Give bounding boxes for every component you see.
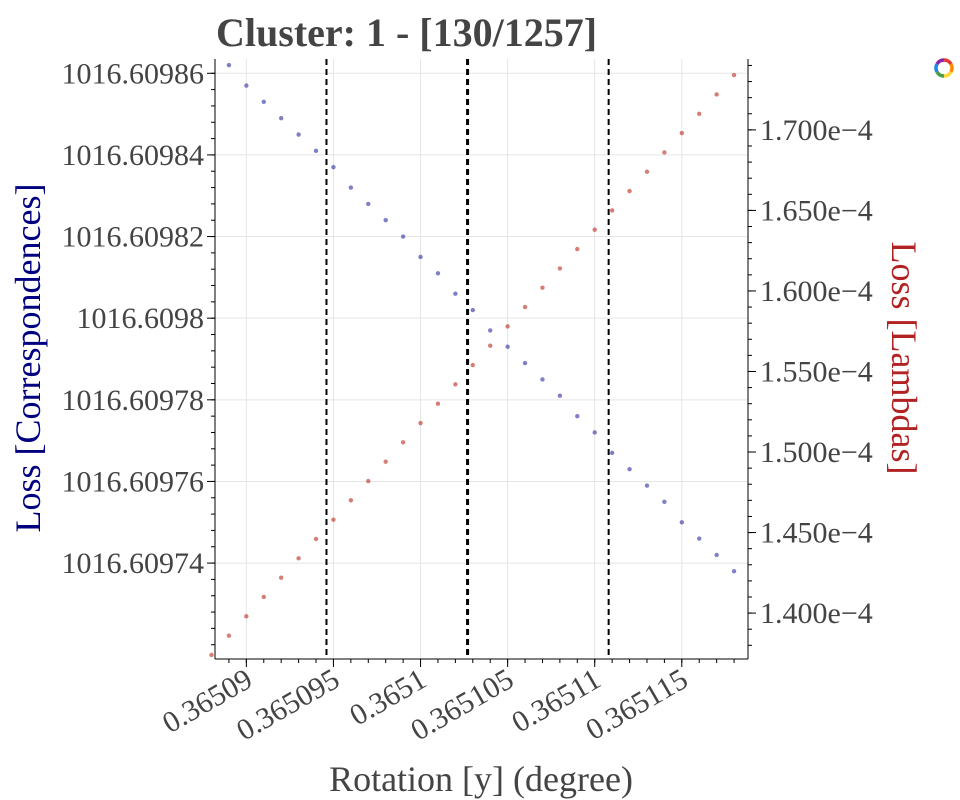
x-tick-label-5: 0.365115 [580, 662, 693, 746]
y-right-axis-ticks: 1.400e−4 1.450e−4 1.500e−4 1.550e−4 1.600e−4… [748, 64, 873, 646]
point-lambdas-27 [679, 130, 685, 136]
point-correspondences-28 [714, 552, 719, 558]
y-right-tick-label-2: 1.500e−4 [760, 436, 873, 469]
point-lambdas-8 [348, 498, 354, 503]
point-lambdas-10 [383, 459, 388, 464]
point-lambdas-15 [470, 362, 475, 368]
logo-segment-0 [943, 58, 953, 66]
point-correspondences-11 [418, 254, 423, 260]
point-correspondences-22 [609, 450, 615, 456]
point-correspondences-8 [366, 201, 371, 207]
point-correspondences-23 [627, 467, 632, 472]
y-left-tick-label-2: 1016.60978 [62, 384, 205, 417]
chart-title: Cluster: 1 - [130/1257] [216, 10, 597, 55]
point-lambdas-9 [366, 478, 371, 484]
logo-segment-5 [935, 58, 945, 66]
point-lambdas-4 [278, 575, 284, 580]
point-correspondences-6 [331, 164, 336, 170]
point-correspondences-1 [244, 83, 249, 88]
point-lambdas-2 [244, 614, 249, 619]
reference-lines [325, 59, 610, 659]
point-correspondences-9 [383, 218, 388, 223]
point-lambdas-12 [418, 420, 423, 426]
point-correspondences-21 [592, 430, 597, 435]
point-lambdas-29 [714, 92, 719, 97]
point-correspondences-13 [453, 291, 458, 296]
x-axis-title: Rotation [y] (degree) [329, 759, 633, 799]
axes [214, 59, 749, 660]
point-correspondences-26 [679, 520, 685, 525]
point-correspondences-24 [644, 483, 650, 488]
y-right-tick-label-4: 1.600e−4 [760, 275, 873, 308]
point-lambdas-24 [627, 188, 632, 194]
point-correspondences-29 [731, 569, 737, 574]
point-lambdas-14 [453, 382, 458, 387]
y-left-tick-label-6: 1016.60986 [62, 57, 205, 90]
y-left-axis-ticks: 1016.60974 1016.60976 1016.60978 1016.6098 1… [62, 57, 215, 646]
point-lambdas-3 [261, 594, 266, 600]
y-right-tick-label-0: 1.400e−4 [760, 597, 873, 630]
logo-segment-1 [949, 63, 954, 73]
y-right-tick-label-5: 1.650e−4 [760, 194, 873, 227]
series-correspondences [226, 62, 737, 574]
point-correspondences-7 [348, 185, 354, 190]
point-lambdas-25 [644, 169, 650, 174]
point-correspondences-27 [697, 536, 702, 541]
point-lambdas-7 [331, 517, 336, 522]
point-correspondences-14 [470, 307, 475, 313]
point-correspondences-20 [575, 413, 580, 419]
point-lambdas-20 [557, 266, 563, 271]
grid-lines [215, 59, 748, 659]
point-lambdas-18 [522, 304, 528, 310]
y-left-tick-label-3: 1016.6098 [77, 302, 205, 335]
point-lambdas-21 [575, 246, 580, 252]
point-correspondences-15 [488, 328, 493, 333]
point-correspondences-16 [505, 344, 510, 349]
y-right-tick-label-3: 1.550e−4 [760, 355, 873, 388]
point-correspondences-10 [400, 234, 406, 239]
y-right-tick-label-1: 1.450e−4 [760, 517, 873, 550]
point-lambdas-17 [505, 324, 510, 329]
point-correspondences-25 [662, 499, 667, 505]
point-lambdas-23 [609, 208, 615, 213]
y-left-tick-label-0: 1016.60974 [62, 547, 205, 580]
point-lambdas-22 [592, 227, 597, 232]
point-correspondences-12 [435, 271, 441, 276]
point-lambdas-19 [540, 285, 545, 290]
logo-segment-4 [934, 63, 939, 73]
point-lambdas-1 [226, 633, 232, 638]
y-left-tick-label-1: 1016.60976 [62, 465, 205, 498]
point-correspondences-0 [226, 62, 232, 68]
y-left-tick-label-4: 1016.60982 [62, 221, 205, 254]
logo-segment-2 [943, 70, 953, 78]
y-right-axis-title: Loss [Lambdas] [884, 242, 924, 475]
bokeh-logo-icon[interactable] [934, 58, 954, 78]
point-lambdas-13 [435, 401, 441, 406]
point-lambdas-6 [313, 536, 319, 542]
point-lambdas-0 [209, 652, 214, 658]
point-correspondences-5 [313, 148, 319, 154]
y-left-tick-label-5: 1016.60984 [62, 139, 205, 172]
series-lambdas [209, 72, 737, 658]
point-lambdas-28 [697, 111, 702, 116]
point-correspondences-18 [540, 377, 545, 382]
point-correspondences-3 [278, 115, 284, 121]
point-correspondences-19 [557, 393, 563, 398]
point-correspondences-4 [296, 132, 301, 137]
point-lambdas-30 [731, 72, 737, 78]
point-correspondences-17 [522, 360, 528, 366]
point-lambdas-5 [296, 556, 301, 561]
y-right-tick-label-6: 1.700e−4 [760, 114, 873, 147]
point-correspondences-2 [261, 99, 266, 105]
point-lambdas-16 [488, 343, 493, 348]
logo-segment-3 [935, 70, 945, 78]
point-lambdas-11 [400, 440, 406, 445]
point-lambdas-26 [662, 150, 667, 155]
y-left-axis-title: Loss [Correspondences] [8, 184, 48, 533]
